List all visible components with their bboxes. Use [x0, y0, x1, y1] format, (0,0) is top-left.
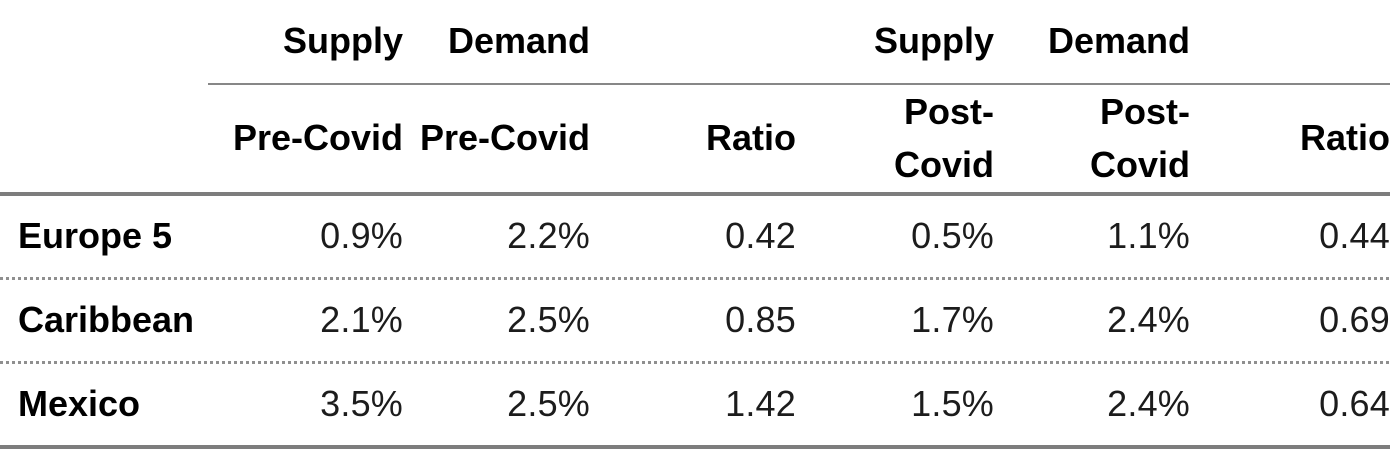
cell-caribbean-ratio-pre: 0.85	[725, 299, 796, 341]
subheader-row: Pre-Covid Pre-Covid Ratio Post- Covid Po…	[0, 85, 1390, 192]
cell-mexico-demand-post: 2.4%	[1107, 383, 1190, 425]
cell-caribbean-supply-post: 1.7%	[911, 299, 994, 341]
group-header-underline	[208, 83, 1390, 85]
supply-demand-covid-table: Supply Demand Supply Demand Pre-Covid Pr…	[0, 0, 1390, 449]
subheader-demand-post-covid: Post- Covid	[1089, 91, 1190, 185]
cell-caribbean-demand-pre: 2.5%	[507, 299, 590, 341]
cell-caribbean-supply-pre: 2.1%	[320, 299, 403, 341]
cell-europe-5-demand-post: 1.1%	[1107, 215, 1190, 257]
table-bottom-rule	[0, 445, 1390, 449]
group-header-supply-post: Supply	[873, 20, 994, 62]
cell-mexico-supply-post: 1.5%	[911, 383, 994, 425]
row-label-mexico: Mexico	[18, 383, 141, 425]
cell-europe-5-supply-pre: 0.9%	[320, 215, 403, 257]
group-header-row: Supply Demand Supply Demand	[0, 0, 1390, 83]
row-label-europe-5: Europe 5	[18, 215, 173, 257]
subheader-ratio-post: Ratio	[1300, 117, 1390, 159]
table-row-mexico: Mexico 3.5% 2.5% 1.42 1.5% 2.4% 0.64	[0, 364, 1390, 445]
cell-europe-5-supply-post: 0.5%	[911, 215, 994, 257]
cell-caribbean-ratio-post: 0.69	[1319, 299, 1390, 341]
cell-europe-5-ratio-pre: 0.42	[725, 215, 796, 257]
cell-mexico-ratio-post: 0.64	[1319, 383, 1390, 425]
subheader-supply-pre-covid: Pre-Covid	[232, 117, 403, 159]
group-header-demand-pre: Demand	[447, 20, 590, 62]
cell-europe-5-ratio-post: 0.44	[1319, 215, 1390, 257]
group-header-supply-pre: Supply	[282, 20, 403, 62]
row-separator-dotted-2	[0, 361, 1390, 364]
cell-mexico-supply-pre: 3.5%	[320, 383, 403, 425]
subheader-ratio-pre: Ratio	[706, 117, 796, 159]
cell-mexico-demand-pre: 2.5%	[507, 383, 590, 425]
cell-mexico-ratio-pre: 1.42	[725, 383, 796, 425]
row-separator-dotted-1	[0, 277, 1390, 280]
subheader-demand-pre-covid: Pre-Covid	[419, 117, 590, 159]
table-row-caribbean: Caribbean 2.1% 2.5% 0.85 1.7% 2.4% 0.69	[0, 280, 1390, 361]
header-body-divider	[0, 192, 1390, 196]
subheader-supply-post-covid: Post- Covid	[893, 91, 994, 185]
table-row-europe-5: Europe 5 0.9% 2.2% 0.42 0.5% 1.1% 0.44	[0, 196, 1390, 277]
cell-europe-5-demand-pre: 2.2%	[507, 215, 590, 257]
group-header-demand-post: Demand	[1047, 20, 1190, 62]
cell-caribbean-demand-post: 2.4%	[1107, 299, 1190, 341]
row-label-caribbean: Caribbean	[18, 299, 195, 341]
